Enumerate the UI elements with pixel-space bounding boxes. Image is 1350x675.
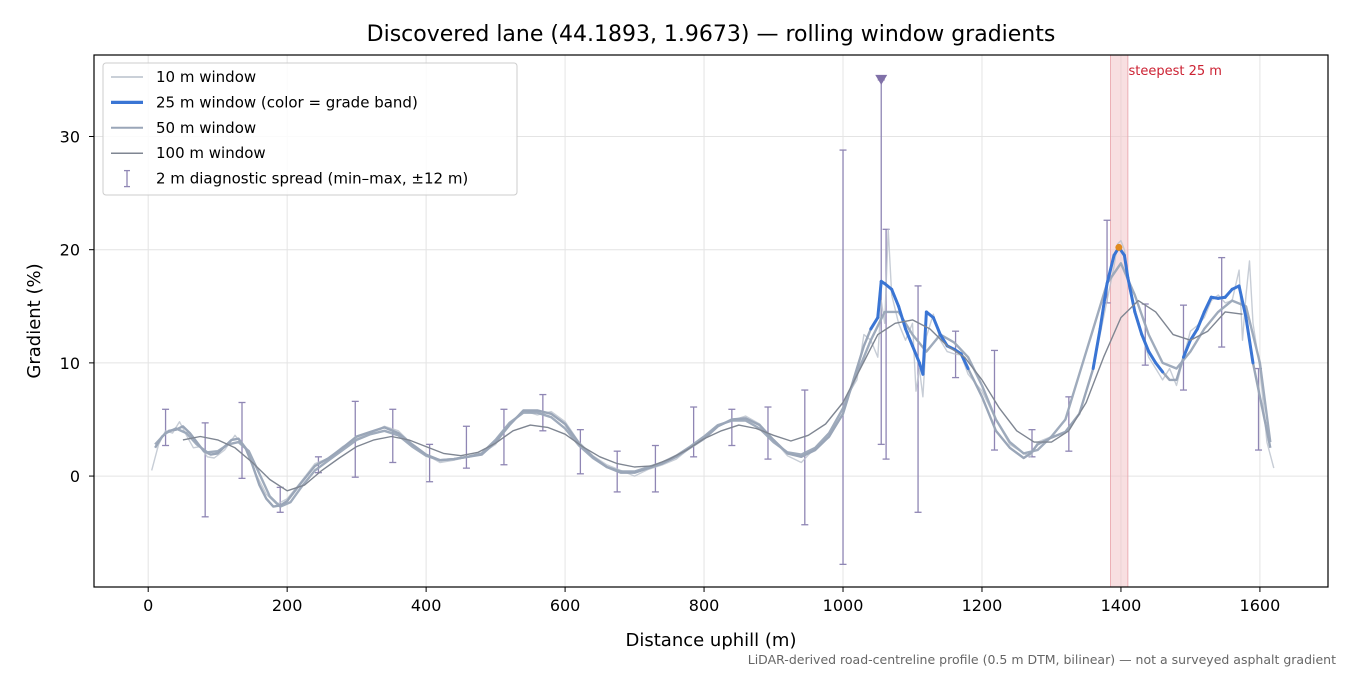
steepest-highlight: steepest 25 m [1110, 54, 1222, 588]
series-25m-segment [931, 316, 942, 337]
clipped-spread-marker [875, 74, 888, 85]
x-tick-label: 0 [143, 596, 153, 615]
errorbar [389, 408, 397, 464]
legend-item: 25 m window (color = grade band) [111, 93, 418, 111]
x-tick-label: 200 [272, 596, 303, 615]
errorbar [576, 429, 584, 475]
legend-item: 50 m window [111, 119, 256, 137]
legend-label: 100 m window [156, 144, 266, 162]
legend-item: 10 m window [111, 68, 256, 86]
series-25m-segment [1188, 327, 1199, 342]
errorbar [201, 422, 209, 518]
series-25m-segment [1195, 310, 1206, 331]
series-25m-segment [1223, 287, 1234, 299]
series-25m-segment [1181, 338, 1192, 359]
footnote: LiDAR-derived road-centreline profile (0… [748, 652, 1336, 667]
series-25m-segment [1122, 253, 1130, 280]
legend-label: 10 m window [156, 68, 256, 86]
series-25m-segment [1140, 333, 1151, 354]
series-25m-segment [1237, 284, 1248, 320]
legend-item: 100 m window [111, 144, 266, 162]
series-25m-segment [904, 327, 914, 348]
y-tick-label: 20 [60, 241, 80, 260]
x-tick-label: 400 [411, 596, 442, 615]
errorbar [238, 401, 246, 479]
series-25m-segment [1105, 253, 1116, 286]
x-tick-label: 800 [689, 596, 720, 615]
series-lines [151, 228, 1275, 508]
errorbar [162, 408, 170, 447]
series-25m-segment [1147, 350, 1158, 365]
y-axis-ticks: 0 10 20 30 [60, 127, 94, 486]
series-25m-segment [869, 316, 880, 331]
series-25m-segment [1126, 276, 1137, 314]
x-axis-label: Distance uphill (m) [626, 630, 797, 651]
series-25m-segment [921, 310, 928, 376]
errorbar [839, 149, 847, 566]
series-25m-segment [910, 344, 921, 365]
x-tick-label: 1000 [823, 596, 864, 615]
x-tick-label: 1200 [962, 596, 1003, 615]
x-tick-label: 600 [550, 596, 581, 615]
legend-box [102, 62, 518, 196]
errorbar [276, 486, 284, 513]
errorbar [882, 228, 890, 460]
errorbar [877, 79, 885, 446]
series-100m [182, 299, 1243, 492]
series-25m-segment [1154, 361, 1165, 374]
series-25m-segment [890, 287, 901, 308]
legend-item: 2 m diagnostic spread (min–max, ±12 m) [124, 170, 468, 188]
series-25m-segment [1091, 327, 1102, 371]
errorbar [914, 285, 922, 513]
errorbar [1218, 256, 1226, 348]
markers [875, 74, 1123, 251]
errorbar [426, 443, 434, 483]
y-tick-label: 0 [70, 467, 80, 486]
series-25m-segment [876, 279, 883, 320]
legend-label: 2 m diagnostic spread (min–max, ±12 m) [156, 170, 468, 188]
series-25m-segment [897, 304, 908, 331]
errorbar [801, 389, 809, 526]
series-25m-segment [1133, 310, 1144, 337]
y-tick-label: 30 [60, 127, 80, 146]
series-25m-segment [1244, 316, 1255, 365]
errorbar [690, 406, 698, 458]
series-25m-base [154, 246, 1272, 508]
y-tick-label: 10 [60, 354, 80, 373]
errorbar [651, 444, 659, 493]
plot-frame [93, 54, 1329, 588]
steepest-point [1115, 243, 1123, 251]
errorbar [462, 425, 470, 469]
series-25m-segment [1202, 295, 1213, 314]
steepest-label: steepest 25 m [1128, 64, 1221, 79]
x-axis-ticks: 0 200 400 600 800 1000 1200 1400 1600 [143, 587, 1280, 615]
series-25m-segment [1098, 282, 1109, 331]
legend: 10 m window 25 m window (color = grade ba… [102, 62, 518, 196]
chart-title: Discovered lane (44.1893, 1.9673) — roll… [367, 22, 1056, 47]
errorbar [1179, 304, 1187, 391]
legend-label: 50 m window [156, 119, 256, 137]
x-tick-label: 1600 [1240, 596, 1281, 615]
x-tick-label: 1400 [1101, 596, 1142, 615]
y-axis-label: Gradient (%) [24, 263, 45, 378]
legend-label: 25 m window (color = grade band) [156, 93, 418, 111]
